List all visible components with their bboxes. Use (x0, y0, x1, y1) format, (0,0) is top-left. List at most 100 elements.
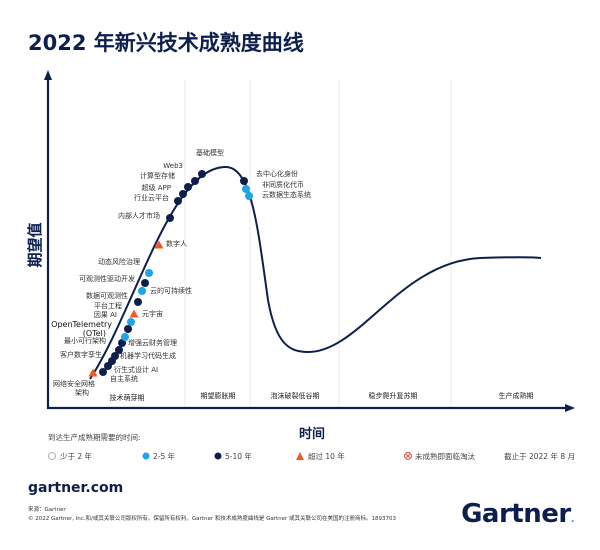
technology-point: 动态风险治理 (98, 257, 153, 277)
phase-label: 技术萌芽期 (110, 393, 145, 402)
technology-point: 基础模型 (196, 148, 224, 178)
legend-item: 未成熟即面临淘汰 (415, 451, 475, 461)
technology-label: 超级 APP (142, 183, 171, 192)
5-10-years-marker (141, 279, 149, 287)
technology-point: 自主系统 (99, 368, 138, 383)
x-axis-arrow-icon (565, 404, 575, 412)
technology-label: 衍生式设计 AI (114, 365, 158, 374)
technology-label: 因果 AI (94, 311, 117, 319)
legend-title: 到达生产成熟期需要的时间: (48, 432, 141, 442)
5-10-years-marker (115, 346, 123, 354)
technology-point: Web3 (163, 162, 199, 185)
phase-label: 期望膨胀期 (201, 391, 236, 400)
technology-point: 计算型存储 (140, 171, 192, 191)
y-axis-arrow-icon (44, 70, 52, 80)
5-10-years-marker (240, 177, 248, 185)
5-10-years-marker (134, 298, 142, 306)
legend-item: 2-5 年 (153, 451, 176, 461)
technology-label: 行业云平台 (134, 193, 169, 202)
y-axis-label: 期望值 (26, 222, 44, 267)
copyright-text: © 2022 Gartner, Inc.和/或其关联公司版权所有。保留所有权利。… (28, 514, 397, 522)
legend-item: 超过 10 年 (308, 451, 345, 461)
technology-point: 行业云平台 (134, 193, 182, 205)
technology-label-line2: 架构 (75, 388, 89, 397)
5-10-years-marker (198, 170, 206, 178)
phase-label: 生产成熟期 (499, 391, 534, 400)
more-than-10-years-marker (154, 240, 164, 249)
technology-label: 基础模型 (196, 148, 224, 157)
technology-label: OpenTelemetry (51, 320, 112, 329)
2-5-years-marker (138, 287, 146, 295)
technology-label: 计算型存储 (140, 171, 175, 180)
technology-point: 元宇宙 (129, 309, 163, 318)
more-than-10-years-icon (296, 452, 304, 460)
legend-item: 5-10 年 (225, 451, 252, 461)
page-title: 2022 年新兴技术成熟度曲线 (28, 31, 304, 55)
technology-label: 数字人 (166, 239, 187, 248)
technology-point: 可观测性驱动开发 (79, 274, 149, 287)
5-10-years-marker (174, 197, 182, 205)
technology-label: 最小可行架构 (64, 336, 106, 345)
2-5-years-marker (145, 269, 153, 277)
technology-label: 数据可观测性 (86, 291, 128, 300)
technology-point: 因果 AI (94, 311, 132, 333)
technology-label: 机器学习代码生成 (120, 351, 176, 360)
more-than-10-years-marker (88, 368, 98, 377)
phase-label: 泡沫破裂低谷期 (271, 391, 320, 400)
5-10-years-icon (214, 452, 222, 460)
legend: 少于 2 年 2-5 年 5-10 年 超过 10 年 未成熟即面临淘汰 截止于… (48, 451, 575, 461)
2-5-years-marker (245, 192, 253, 200)
phase-label: 稳步爬升复苏期 (369, 391, 418, 400)
technology-point: 数字人 (154, 239, 187, 249)
technology-point: 去中心化身份 (240, 169, 298, 185)
2-5-years-marker (242, 185, 250, 193)
technology-point: 内部人才市场 (118, 211, 174, 222)
technology-label: 客户数字孪生 (60, 350, 102, 359)
technology-label-line2: (OTel) (83, 329, 106, 338)
technology-label: 增强云财务管理 (128, 338, 177, 347)
obsolete-x-icon (405, 453, 411, 459)
technology-label: 云数据生态系统 (262, 190, 311, 199)
5-10-years-marker (111, 352, 119, 360)
less-than-2-icon (48, 452, 56, 460)
technology-label: 云的可持续性 (150, 286, 192, 295)
5-10-years-marker (99, 368, 107, 376)
technology-label: 平台工程 (94, 301, 122, 310)
technology-label: Web3 (163, 162, 183, 170)
gartner-logo: Gartner. (461, 499, 574, 529)
technology-point: 云的可持续性 (138, 286, 192, 295)
legend-item: 少于 2 年 (60, 451, 93, 461)
phase-dividers (184, 80, 452, 406)
5-10-years-marker (179, 190, 187, 198)
technology-label: 元宇宙 (142, 309, 163, 318)
technology-point: 客户数字孪生 (60, 350, 119, 360)
5-10-years-marker (118, 339, 126, 347)
technology-label: 非同质化代币 (262, 180, 304, 189)
technology-point: 数据可观测性 (86, 291, 142, 306)
2-5-years-marker (127, 318, 135, 326)
more-than-10-years-marker (129, 309, 139, 318)
5-10-years-marker (124, 325, 132, 333)
technology-point: 增强云财务管理 (115, 338, 177, 354)
technology-label: 内部人才市场 (118, 211, 160, 220)
technology-point: 云数据生态系统 (245, 190, 311, 200)
2-5-years-icon (142, 452, 150, 460)
technology-point: 平台工程 (94, 301, 135, 326)
x-axis-label: 时间 (299, 426, 325, 442)
technology-point: 超级 APP (142, 183, 187, 198)
technology-label: 动态风险治理 (98, 257, 140, 266)
2-5-years-marker (121, 333, 129, 341)
phase-labels: 技术萌芽期 期望膨胀期 泡沫破裂低谷期 稳步爬升复苏期 生产成熟期 (110, 391, 534, 402)
technology-label: 网络安全网格 (53, 379, 95, 388)
technology-point: 非同质化代币 (242, 180, 304, 193)
source-text: 来源：Gartner (28, 505, 66, 513)
technology-point: OpenTelemetry(OTel) (51, 320, 129, 341)
technology-point: 最小可行架构 (64, 336, 126, 347)
5-10-years-marker (166, 214, 174, 222)
gartner-link[interactable]: gartner.com (28, 480, 123, 496)
technology-label: 去中心化身份 (256, 169, 298, 178)
